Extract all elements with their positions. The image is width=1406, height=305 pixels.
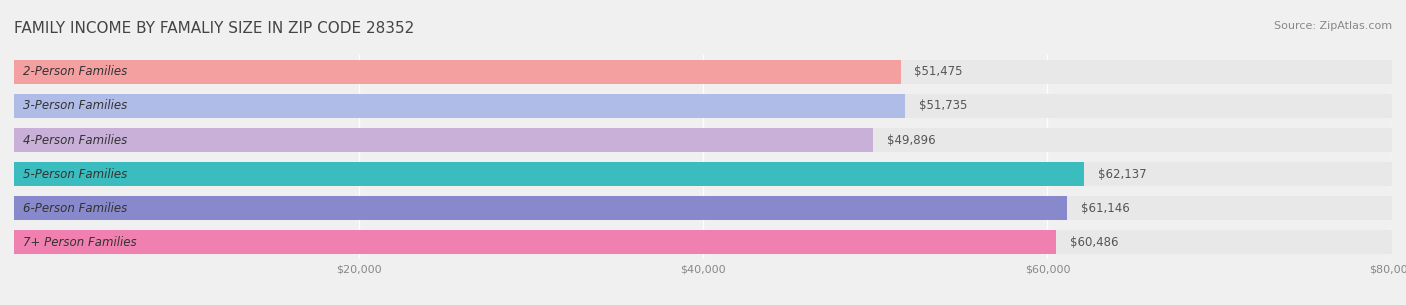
- Text: 5-Person Families: 5-Person Families: [22, 168, 127, 181]
- Bar: [14, 230, 1056, 254]
- Text: $51,475: $51,475: [914, 66, 963, 78]
- Text: 6-Person Families: 6-Person Families: [22, 202, 127, 215]
- Bar: [14, 60, 901, 84]
- Text: 7+ Person Families: 7+ Person Families: [22, 236, 136, 249]
- Bar: [14, 94, 905, 118]
- Text: 4-Person Families: 4-Person Families: [22, 134, 127, 146]
- Bar: [14, 196, 1067, 221]
- Text: $51,735: $51,735: [920, 99, 967, 113]
- Text: FAMILY INCOME BY FAMALIY SIZE IN ZIP CODE 28352: FAMILY INCOME BY FAMALIY SIZE IN ZIP COD…: [14, 21, 415, 36]
- Bar: [14, 162, 1084, 186]
- Text: $61,146: $61,146: [1081, 202, 1130, 215]
- Bar: [14, 196, 1392, 221]
- Text: 2-Person Families: 2-Person Families: [22, 66, 127, 78]
- Bar: [14, 128, 1392, 152]
- Bar: [14, 230, 1392, 254]
- Text: 3-Person Families: 3-Person Families: [22, 99, 127, 113]
- Text: Source: ZipAtlas.com: Source: ZipAtlas.com: [1274, 21, 1392, 31]
- Bar: [14, 162, 1392, 186]
- Text: $62,137: $62,137: [1098, 168, 1147, 181]
- Text: $60,486: $60,486: [1070, 236, 1118, 249]
- Bar: [14, 94, 1392, 118]
- Bar: [14, 60, 1392, 84]
- Bar: [14, 128, 873, 152]
- Text: $49,896: $49,896: [887, 134, 936, 146]
